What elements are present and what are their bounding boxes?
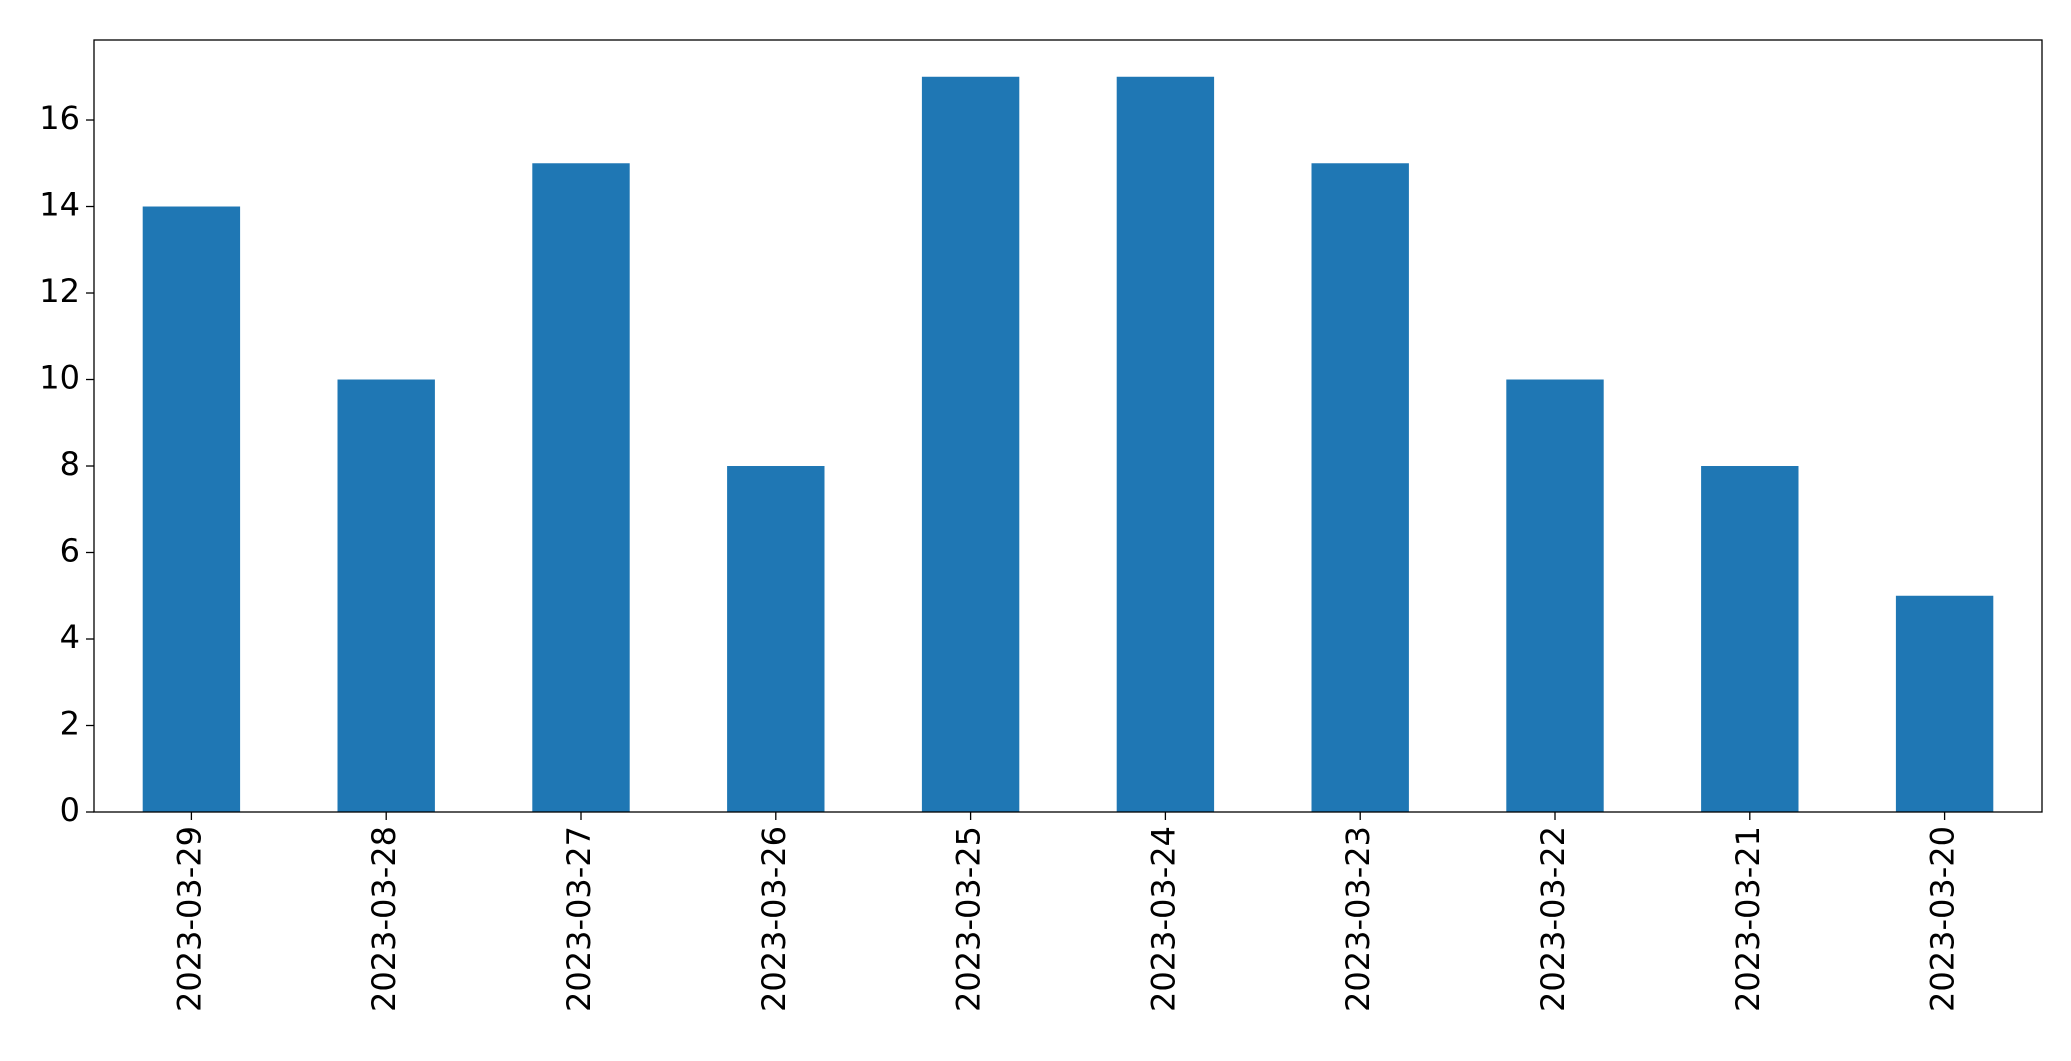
bar bbox=[1116, 76, 1215, 812]
x-tick-label: 2023-03-29 bbox=[170, 826, 208, 1012]
bar bbox=[142, 206, 241, 812]
bar bbox=[1311, 163, 1409, 812]
x-tick-label: 2023-03-21 bbox=[1729, 826, 1767, 1012]
y-tick-label: 0 bbox=[60, 791, 80, 829]
bar bbox=[1895, 595, 1994, 812]
y-tick-label: 8 bbox=[60, 445, 80, 483]
x-tick-label: 2023-03-20 bbox=[1924, 826, 1962, 1012]
bar bbox=[532, 163, 630, 812]
x-tick-label: 2023-03-28 bbox=[365, 826, 403, 1012]
bar bbox=[727, 466, 825, 812]
x-tick-label: 2023-03-23 bbox=[1339, 826, 1377, 1012]
bar bbox=[1701, 466, 1799, 812]
y-tick-label: 6 bbox=[60, 532, 80, 570]
y-tick-label: 10 bbox=[39, 359, 80, 397]
x-tick-label: 2023-03-25 bbox=[950, 826, 988, 1012]
x-tick-label: 2023-03-27 bbox=[560, 826, 598, 1012]
bar bbox=[921, 76, 1020, 812]
x-tick-label: 2023-03-26 bbox=[755, 826, 793, 1012]
bar bbox=[337, 379, 435, 812]
bar bbox=[1506, 379, 1604, 812]
y-tick-label: 2 bbox=[60, 705, 80, 743]
plot-frame bbox=[93, 39, 2043, 813]
y-tick-label: 4 bbox=[60, 618, 80, 656]
x-tick-label: 2023-03-24 bbox=[1144, 826, 1182, 1012]
y-tick-label: 12 bbox=[39, 272, 80, 310]
y-tick-label: 16 bbox=[39, 99, 80, 137]
y-tick-label: 14 bbox=[39, 186, 80, 224]
x-tick-label: 2023-03-22 bbox=[1534, 826, 1572, 1012]
